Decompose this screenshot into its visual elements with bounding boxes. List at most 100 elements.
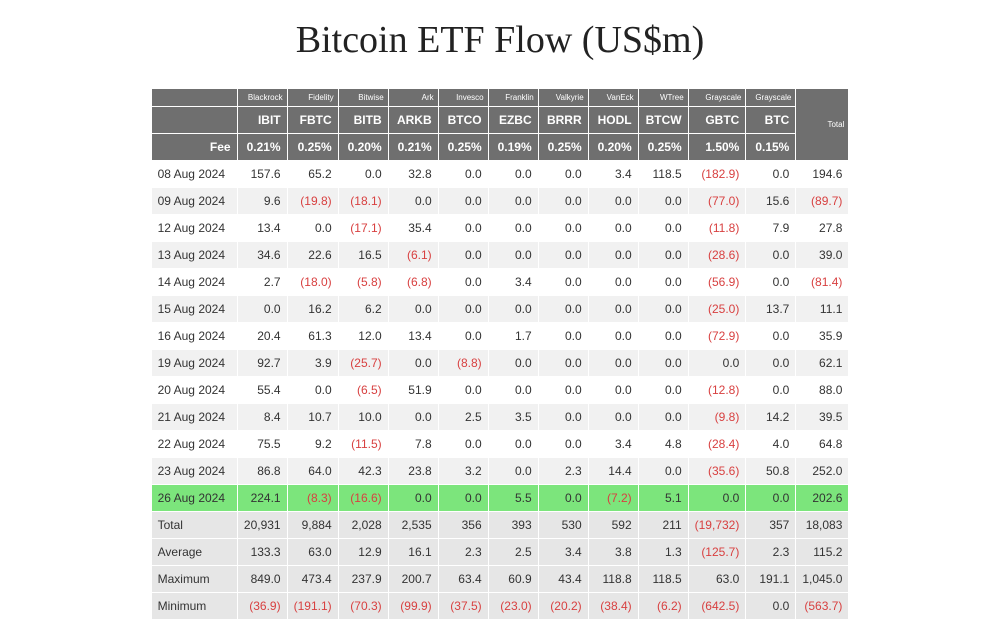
cell-BRRR: 0.0: [538, 431, 588, 458]
cell-FBTC: (8.3): [287, 485, 338, 512]
table-row: 21 Aug 20248.410.710.00.02.53.50.00.00.0…: [151, 404, 849, 431]
cell-BTCO: 0.0: [438, 377, 488, 404]
issuer-1: Fidelity: [287, 89, 338, 107]
ticker-IBIT: IBIT: [237, 107, 287, 134]
cell-ARKB: (6.1): [388, 242, 438, 269]
cell-BRRR: 0.0: [538, 404, 588, 431]
ticker-HODL: HODL: [588, 107, 638, 134]
summary-cell-total: 1,045.0: [796, 566, 849, 593]
cell-BTCW: 5.1: [638, 485, 688, 512]
cell-BTCO: 0.0: [438, 296, 488, 323]
cell-BTCW: 0.0: [638, 296, 688, 323]
cell-IBIT: 86.8: [237, 458, 287, 485]
cell-IBIT: 55.4: [237, 377, 287, 404]
cell-GBTC: (72.9): [688, 323, 746, 350]
cell-GBTC: (11.8): [688, 215, 746, 242]
row-date: 22 Aug 2024: [151, 431, 237, 458]
summary-cell-FBTC: 473.4: [287, 566, 338, 593]
fee-label: Fee: [151, 134, 237, 161]
cell-IBIT: 13.4: [237, 215, 287, 242]
issuer-0: Blackrock: [237, 89, 287, 107]
cell-total: (89.7): [796, 188, 849, 215]
summary-cell-IBIT: 20,931: [237, 512, 287, 539]
cell-ARKB: 23.8: [388, 458, 438, 485]
cell-BTCO: (8.8): [438, 350, 488, 377]
row-date: 26 Aug 2024: [151, 485, 237, 512]
cell-ARKB: 35.4: [388, 215, 438, 242]
summary-cell-GBTC: (642.5): [688, 593, 746, 620]
summary-cell-BITB: 237.9: [338, 566, 388, 593]
cell-BTCO: 2.5: [438, 404, 488, 431]
summary-row-total: Total20,9319,8842,0282,53535639353059221…: [151, 512, 849, 539]
issuer-4: Invesco: [438, 89, 488, 107]
table-row: 08 Aug 2024157.665.20.032.80.00.00.03.41…: [151, 161, 849, 188]
cell-BITB: (16.6): [338, 485, 388, 512]
cell-IBIT: 75.5: [237, 431, 287, 458]
cell-IBIT: 20.4: [237, 323, 287, 350]
cell-total: 35.9: [796, 323, 849, 350]
cell-GBTC: (25.0): [688, 296, 746, 323]
row-date: 20 Aug 2024: [151, 377, 237, 404]
cell-BTCW: 0.0: [638, 458, 688, 485]
summary-cell-BTC: 0.0: [746, 593, 796, 620]
ticker-BRRR: BRRR: [538, 107, 588, 134]
summary-cell-BTCO: 356: [438, 512, 488, 539]
summary-cell-BTCW: 1.3: [638, 539, 688, 566]
cell-BITB: (5.8): [338, 269, 388, 296]
etf-flow-table: BlackrockFidelityBitwiseArkInvescoFrankl…: [151, 88, 850, 620]
summary-cell-IBIT: (36.9): [237, 593, 287, 620]
row-date: 21 Aug 2024: [151, 404, 237, 431]
cell-BITB: (6.5): [338, 377, 388, 404]
summary-label: Total: [151, 512, 237, 539]
cell-FBTC: 22.6: [287, 242, 338, 269]
cell-BTCW: 118.5: [638, 161, 688, 188]
cell-BITB: (18.1): [338, 188, 388, 215]
cell-BRRR: 0.0: [538, 485, 588, 512]
issuer-3: Ark: [388, 89, 438, 107]
cell-BTC: 0.0: [746, 377, 796, 404]
cell-BTCO: 0.0: [438, 269, 488, 296]
cell-HODL: 14.4: [588, 458, 638, 485]
cell-BTCW: 0.0: [638, 404, 688, 431]
cell-IBIT: 2.7: [237, 269, 287, 296]
fee-BTCW: 0.25%: [638, 134, 688, 161]
cell-EZBC: 0.0: [488, 377, 538, 404]
issuer-7: VanEck: [588, 89, 638, 107]
table-row: 26 Aug 2024224.1(8.3)(16.6)0.00.05.50.0(…: [151, 485, 849, 512]
cell-BITB: (25.7): [338, 350, 388, 377]
cell-FBTC: 64.0: [287, 458, 338, 485]
cell-BTCW: 0.0: [638, 350, 688, 377]
cell-BTC: 0.0: [746, 269, 796, 296]
cell-BTCW: 0.0: [638, 188, 688, 215]
issuer-9: Grayscale: [688, 89, 746, 107]
cell-BITB: 42.3: [338, 458, 388, 485]
cell-BITB: (17.1): [338, 215, 388, 242]
table-row: 19 Aug 202492.73.9(25.7)0.0(8.8)0.00.00.…: [151, 350, 849, 377]
summary-cell-GBTC: 63.0: [688, 566, 746, 593]
cell-FBTC: (18.0): [287, 269, 338, 296]
cell-ARKB: 0.0: [388, 350, 438, 377]
summary-cell-EZBC: (23.0): [488, 593, 538, 620]
summary-cell-GBTC: (19,732): [688, 512, 746, 539]
cell-FBTC: (19.8): [287, 188, 338, 215]
cell-BTCO: 3.2: [438, 458, 488, 485]
cell-ARKB: 32.8: [388, 161, 438, 188]
cell-BITB: (11.5): [338, 431, 388, 458]
summary-cell-IBIT: 133.3: [237, 539, 287, 566]
summary-cell-BTC: 357: [746, 512, 796, 539]
issuer-5: Franklin: [488, 89, 538, 107]
cell-BTC: 0.0: [746, 242, 796, 269]
cell-BTCO: 0.0: [438, 485, 488, 512]
cell-GBTC: (28.6): [688, 242, 746, 269]
cell-FBTC: 16.2: [287, 296, 338, 323]
cell-GBTC: (56.9): [688, 269, 746, 296]
cell-FBTC: 61.3: [287, 323, 338, 350]
cell-BTCW: 0.0: [638, 377, 688, 404]
cell-total: 194.6: [796, 161, 849, 188]
cell-total: 202.6: [796, 485, 849, 512]
cell-BTC: 0.0: [746, 323, 796, 350]
cell-HODL: 3.4: [588, 161, 638, 188]
cell-EZBC: 0.0: [488, 161, 538, 188]
cell-BITB: 0.0: [338, 161, 388, 188]
summary-cell-BTCW: 211: [638, 512, 688, 539]
